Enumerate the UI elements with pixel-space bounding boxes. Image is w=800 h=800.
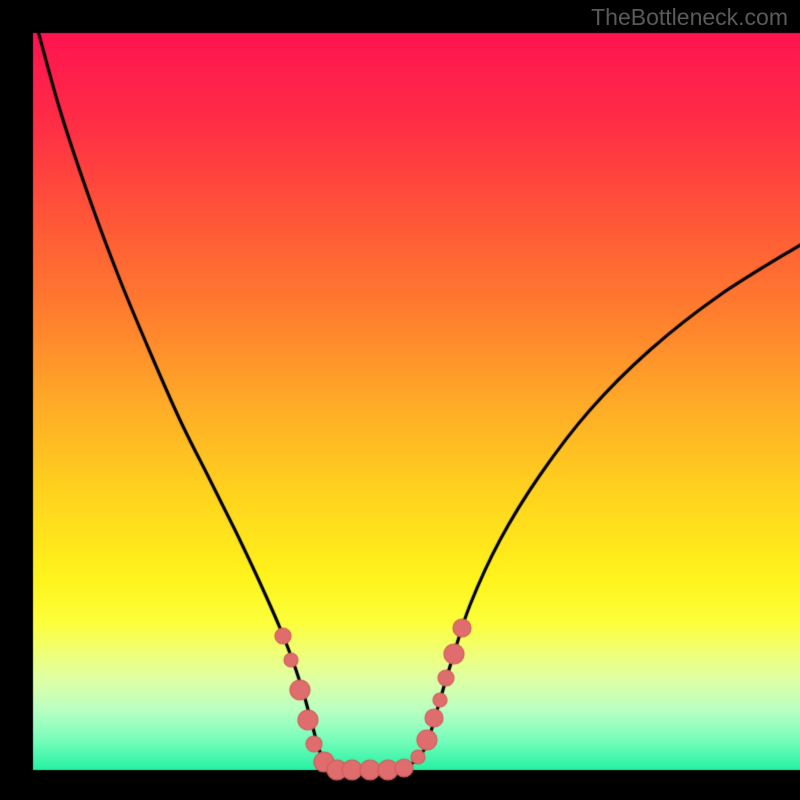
watermark-text: TheBottleneck.com — [591, 4, 788, 31]
bottleneck-chart-canvas — [0, 0, 800, 800]
chart-stage: TheBottleneck.com — [0, 0, 800, 800]
